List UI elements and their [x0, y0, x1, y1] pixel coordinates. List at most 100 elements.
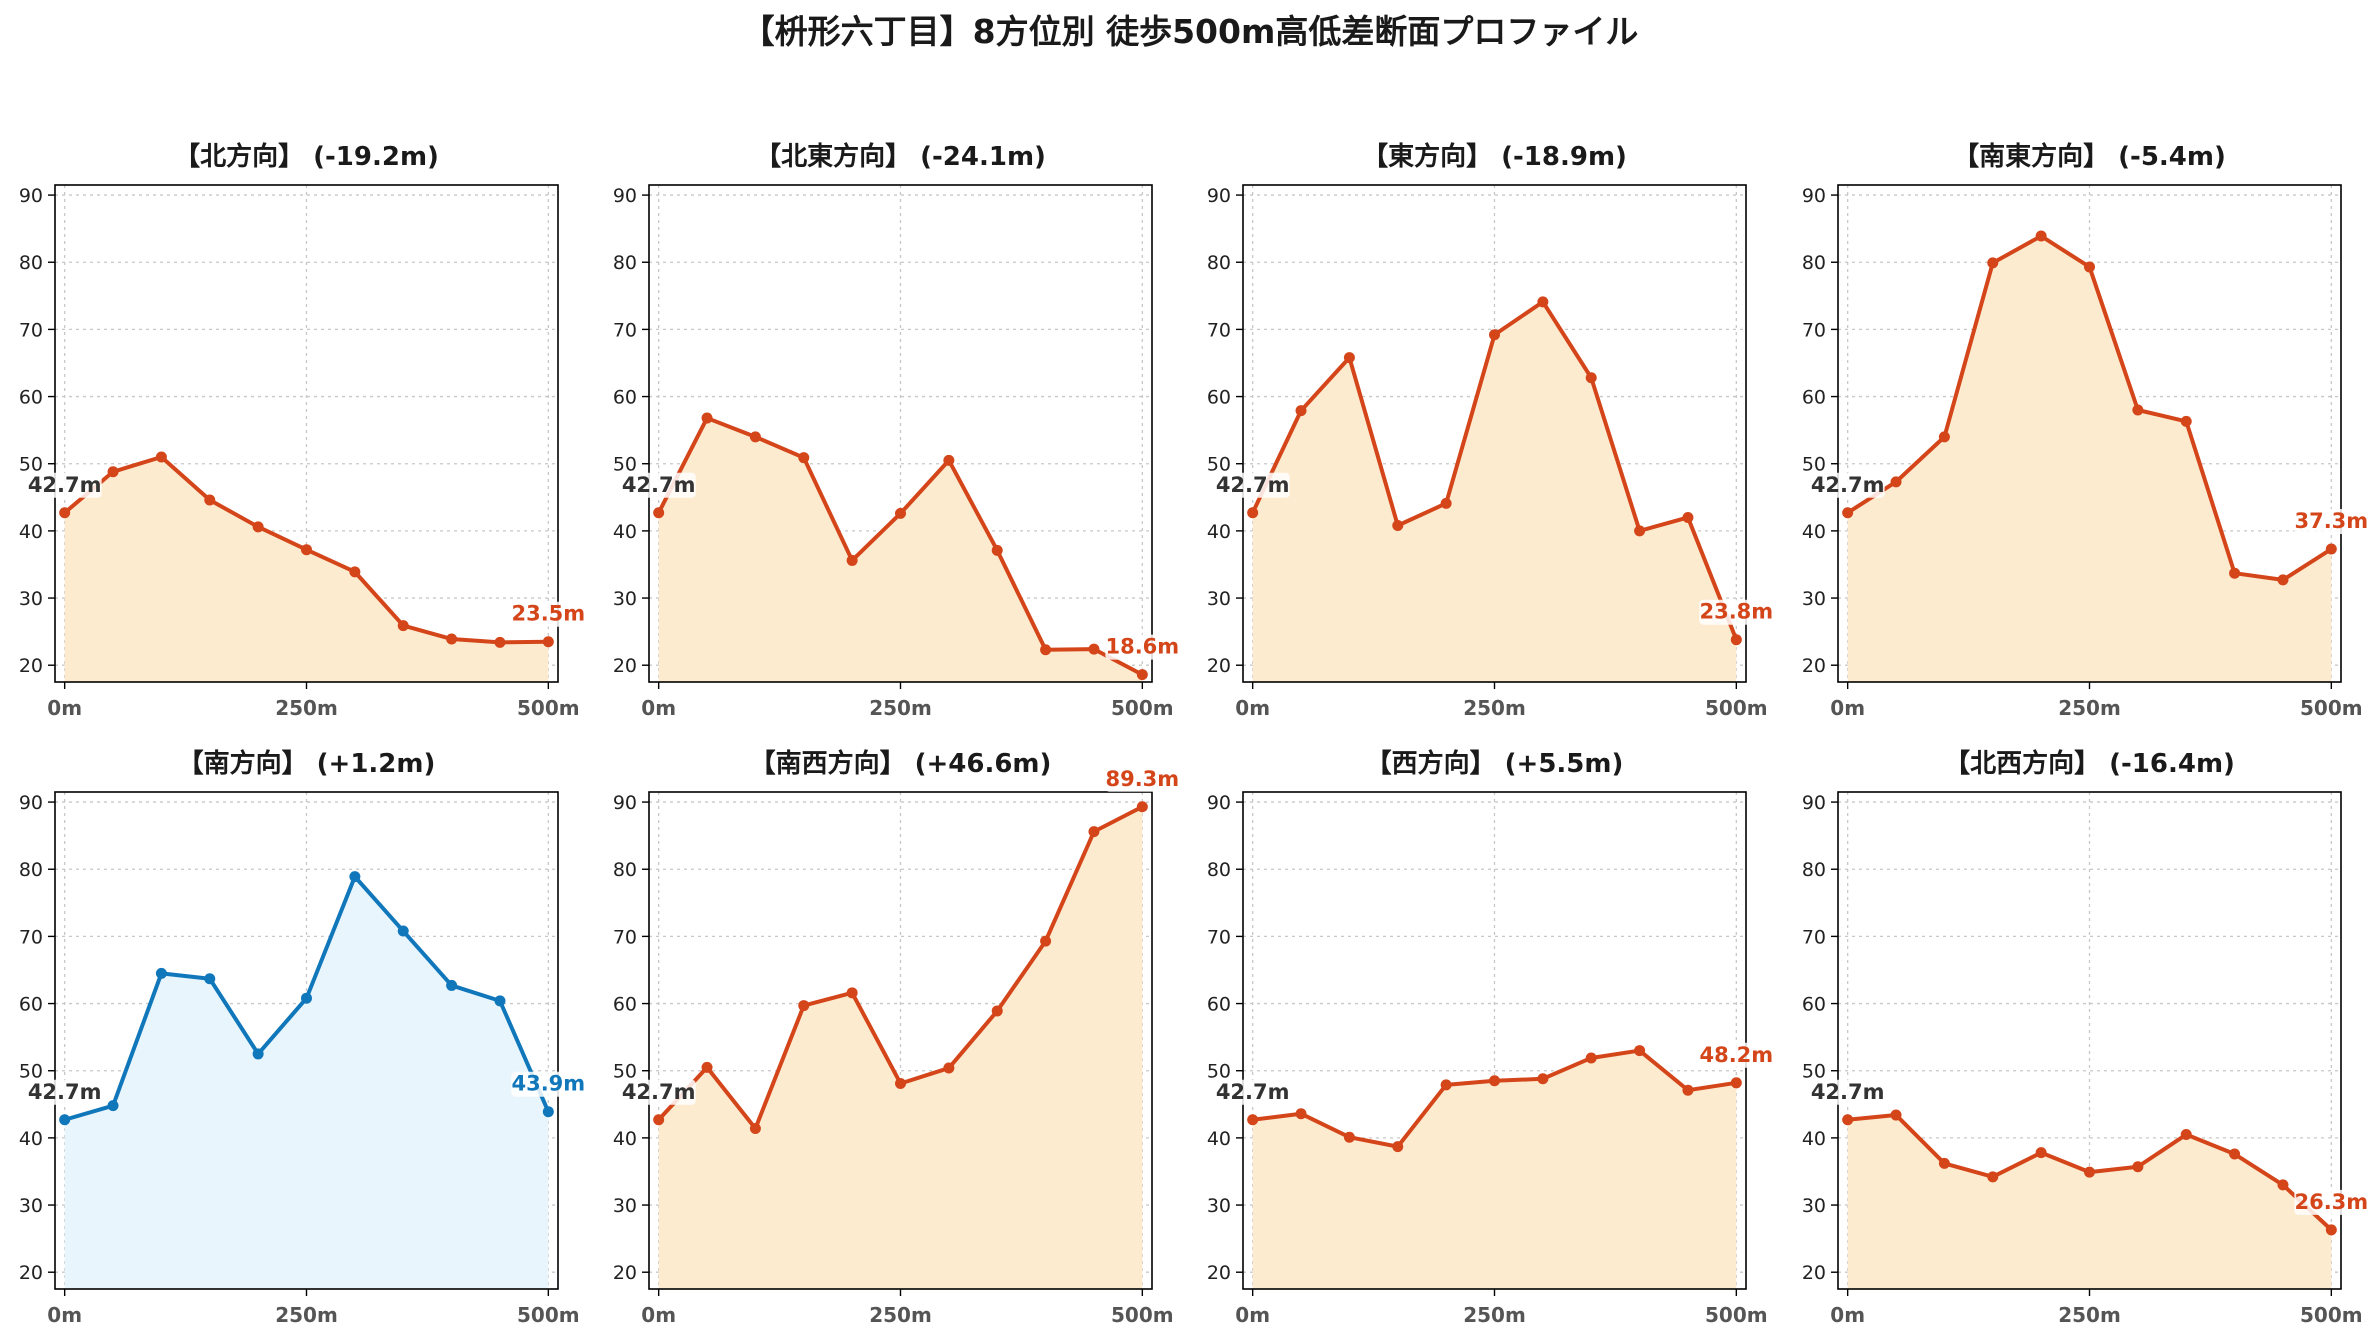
- panel-7-point-2: [1938, 1157, 1950, 1169]
- panel-7-ytick-7: 90: [1802, 792, 1826, 814]
- panel-4-start-label-bg: [27, 1079, 102, 1105]
- panel-1-ytick-1: 30: [613, 588, 637, 610]
- panel-4-point-6: [349, 871, 361, 883]
- panel-7-xtick-2: 500m: [2300, 1303, 2363, 1327]
- panel-3-ytick-2: 40: [1802, 521, 1826, 543]
- panel-7-ytick-6: 80: [1802, 859, 1826, 881]
- panel-6-point-3: [1392, 1141, 1404, 1153]
- panel-2-xtick-2: 500m: [1705, 696, 1768, 720]
- panel-5-start-label: 42.7m: [622, 1080, 696, 1104]
- panel-0-point-0: [59, 507, 71, 519]
- panel-7-point-0: [1842, 1114, 1854, 1126]
- panel-1-ytick-7: 90: [613, 185, 637, 207]
- panel-3-point-2: [1938, 431, 1950, 443]
- panel-3-area: [1847, 236, 2332, 682]
- panel-6-point-5: [1489, 1075, 1500, 1087]
- panel-2-ytick-5: 70: [1207, 319, 1231, 341]
- panel-2-ytick-6: 80: [1207, 252, 1231, 274]
- panel-5-point-0: [653, 1114, 665, 1126]
- panel-0-point-7: [397, 620, 409, 632]
- panel-3-ytick-5: 70: [1802, 319, 1826, 341]
- panel-0-end-label: 23.5m: [511, 602, 585, 626]
- panel-3-point-5: [2084, 261, 2095, 273]
- panel-4-ytick-6: 80: [19, 859, 43, 881]
- panel-5-point-7: [991, 1005, 1003, 1017]
- panel-3-ytick-6: 80: [1802, 252, 1826, 274]
- panel-5-ytick-0: 20: [613, 1262, 637, 1284]
- panel-5-area: [658, 806, 1143, 1289]
- panel-5-ytick-3: 50: [613, 1061, 637, 1083]
- panel-6-ytick-7: 90: [1207, 792, 1231, 814]
- panel-0-ytick-3: 50: [19, 454, 43, 476]
- panel-5-ytick-7: 90: [613, 792, 637, 814]
- panel-7-ytick-5: 70: [1802, 926, 1826, 948]
- panel-1-ytick-3: 50: [613, 454, 637, 476]
- panel-2-point-2: [1343, 352, 1355, 364]
- panel-7-point-10: [2325, 1224, 2337, 1236]
- panel-2-area: [1252, 301, 1737, 682]
- panel-6-point-7: [1585, 1052, 1597, 1064]
- panel-2-ytick-4: 60: [1207, 387, 1231, 409]
- panel-4-ytick-1: 30: [19, 1195, 43, 1217]
- panel-1-point-7: [991, 544, 1003, 556]
- panel-2-ytick-0: 20: [1207, 655, 1231, 677]
- panel-2-point-0: [1247, 507, 1259, 519]
- figure-title: 【枡形六丁目】8方位別 徒歩500m高低差断面プロファイル: [742, 12, 1639, 51]
- panel-7-area: [1847, 1115, 2332, 1289]
- panel-5-xtick-0: 0m: [641, 1303, 676, 1327]
- panel-0: 【北方向】 (-19.2m) 20 30 40 50 60 70 80 90 0m 250m 500m…: [19, 141, 586, 720]
- panel-2-point-6: [1537, 296, 1549, 308]
- panel-0-end-label-bg: [511, 601, 586, 627]
- panel-6-start-label-bg: [1215, 1079, 1290, 1105]
- panel-5-point-9: [1088, 826, 1100, 838]
- panel-1-xtick-2: 500m: [1111, 696, 1174, 720]
- panel-2-xtick-0: 0m: [1235, 696, 1270, 720]
- panel-4-end-label-bg: [511, 1071, 586, 1097]
- panel-6-point-1: [1295, 1108, 1307, 1120]
- panel-7-ytick-0: 20: [1802, 1262, 1826, 1284]
- panel-1-area: [658, 418, 1143, 682]
- panel-1-point-6: [943, 454, 955, 466]
- panel-6-ytick-4: 60: [1207, 994, 1231, 1016]
- panel-3-ytick-4: 60: [1802, 387, 1826, 409]
- panel-4-point-9: [494, 995, 506, 1007]
- panel-4-point-10: [542, 1106, 554, 1118]
- panel-1-point-3: [798, 452, 810, 464]
- panel-4-point-0: [59, 1114, 71, 1126]
- panel-7-title: 【北西方向】 (-16.4m): [1944, 748, 2235, 779]
- panel-0-ytick-4: 60: [19, 387, 43, 409]
- panel-7-end-label-bg: [2294, 1189, 2369, 1215]
- panel-3-ytick-3: 50: [1802, 454, 1826, 476]
- panel-1-point-10: [1136, 669, 1148, 681]
- panel-1-point-2: [749, 431, 761, 443]
- panel-1-ytick-4: 60: [613, 387, 637, 409]
- panel-0-point-1: [107, 466, 119, 478]
- panel-4-point-1: [107, 1100, 119, 1112]
- panel-7-point-7: [2180, 1129, 2192, 1141]
- panel-5-point-10: [1136, 801, 1148, 813]
- panel-7-xtick-0: 0m: [1830, 1303, 1865, 1327]
- panel-1-ytick-5: 70: [613, 319, 637, 341]
- panel-7-point-8: [2229, 1148, 2241, 1160]
- panel-1-start-label: 42.7m: [622, 473, 696, 497]
- panel-5-end-label: 89.3m: [1105, 767, 1179, 791]
- panel-6-point-6: [1537, 1073, 1549, 1085]
- panel-0-area: [64, 457, 549, 682]
- panel-1: 【北東方向】 (-24.1m) 20 30 40 50 60 70 80 90 0m 250m 500…: [613, 141, 1180, 720]
- panel-4-ytick-4: 60: [19, 994, 43, 1016]
- panel-5-point-3: [798, 1000, 810, 1012]
- panel-7-point-5: [2084, 1166, 2095, 1178]
- panel-2-ytick-7: 90: [1207, 185, 1231, 207]
- panel-1-xtick-0: 0m: [641, 696, 676, 720]
- panel-2-point-1: [1295, 405, 1307, 417]
- panel-5: 【南西方向】 (+46.6m) 20 30 40 50 60 70 80 90 0m 250m 500…: [613, 748, 1180, 1327]
- panel-3-start-label: 42.7m: [1811, 473, 1885, 497]
- panel-6-ytick-1: 30: [1207, 1195, 1231, 1217]
- panel-7-point-3: [1987, 1171, 1999, 1183]
- panel-2-end-label: 23.8m: [1699, 600, 1773, 624]
- panel-4-xtick-2: 500m: [517, 1303, 580, 1327]
- panel-1-point-4: [846, 554, 858, 566]
- panel-6-end-label-bg: [1699, 1042, 1774, 1068]
- panel-0-point-3: [204, 494, 216, 506]
